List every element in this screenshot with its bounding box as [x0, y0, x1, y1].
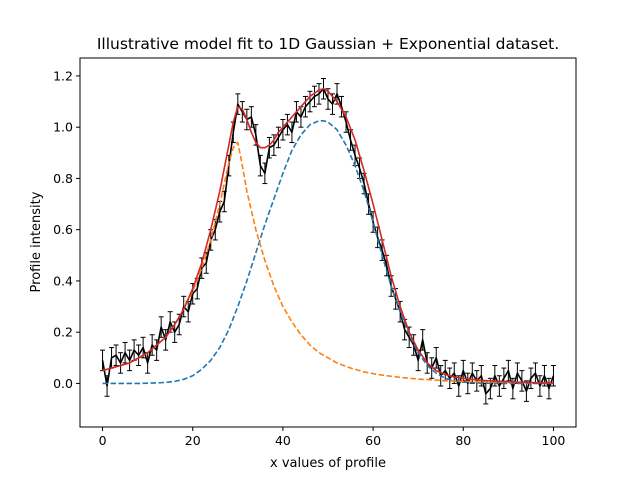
y-tick-label: 0.0	[53, 376, 73, 391]
x-tick-label: 100	[542, 433, 566, 448]
data-profile-line	[101, 87, 555, 395]
y-tick-label: 0.4	[53, 273, 73, 288]
gaussian-component-line	[102, 119, 554, 385]
x-tick-label: 80	[455, 433, 471, 448]
x-axis-label: x values of profile	[270, 456, 386, 471]
plot-frame	[79, 57, 577, 428]
y-tick-label: 0.6	[53, 222, 73, 237]
chart-title: Illustrative model fit to 1D Gaussian + …	[97, 35, 559, 53]
exponential-component-line	[102, 141, 554, 384]
plot-area	[100, 78, 556, 405]
y-tick-label: 0.8	[53, 171, 73, 186]
x-tick-label: 40	[275, 433, 291, 448]
y-tick-label: 1.0	[53, 120, 73, 135]
y-axis-label: Profile intensity	[29, 191, 44, 292]
x-tick-label: 60	[365, 433, 381, 448]
y-tick-label: 1.2	[53, 68, 73, 83]
x-tick-label: 20	[185, 433, 201, 448]
model-total-line	[102, 87, 554, 384]
x-tick-label: 0	[99, 433, 107, 448]
axis-ticks: 0 20 40 60 80 100 0.0 0.2 0.4 0.6 0.8 1.0 1.2	[53, 68, 565, 448]
y-tick-label: 0.2	[53, 325, 73, 340]
